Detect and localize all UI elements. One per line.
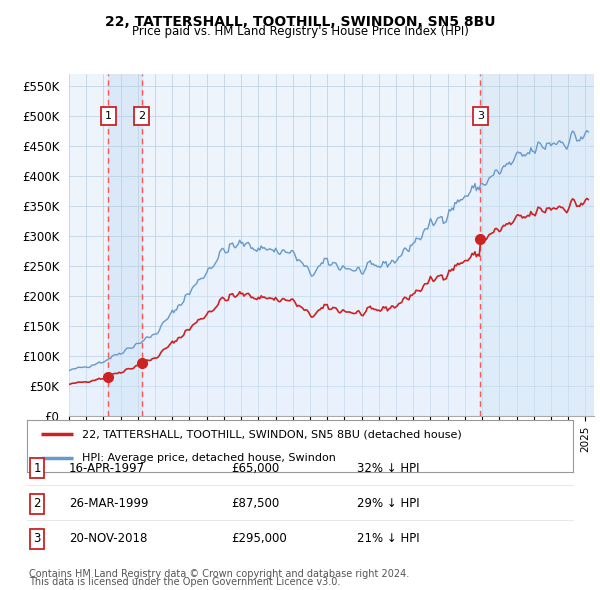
- Text: 2: 2: [138, 111, 145, 121]
- Text: 21% ↓ HPI: 21% ↓ HPI: [357, 532, 419, 546]
- Text: 3: 3: [34, 532, 41, 546]
- Text: 20-NOV-2018: 20-NOV-2018: [69, 532, 148, 546]
- Bar: [109, 74, 142, 416]
- Text: 32% ↓ HPI: 32% ↓ HPI: [357, 461, 419, 475]
- Text: 3: 3: [477, 111, 484, 121]
- Text: This data is licensed under the Open Government Licence v3.0.: This data is licensed under the Open Gov…: [29, 577, 340, 587]
- Text: 26-MAR-1999: 26-MAR-1999: [69, 497, 149, 510]
- Text: £65,000: £65,000: [231, 461, 279, 475]
- Text: 1: 1: [34, 461, 41, 475]
- Text: 16-APR-1997: 16-APR-1997: [69, 461, 145, 475]
- Text: £87,500: £87,500: [231, 497, 279, 510]
- Text: Price paid vs. HM Land Registry's House Price Index (HPI): Price paid vs. HM Land Registry's House …: [131, 25, 469, 38]
- Text: 2: 2: [34, 497, 41, 510]
- Text: HPI: Average price, detached house, Swindon: HPI: Average price, detached house, Swin…: [82, 453, 335, 463]
- Text: 22, TATTERSHALL, TOOTHILL, SWINDON, SN5 8BU (detached house): 22, TATTERSHALL, TOOTHILL, SWINDON, SN5 …: [82, 429, 461, 439]
- Text: 1: 1: [105, 111, 112, 121]
- Text: Contains HM Land Registry data © Crown copyright and database right 2024.: Contains HM Land Registry data © Crown c…: [29, 569, 409, 579]
- Text: 29% ↓ HPI: 29% ↓ HPI: [357, 497, 419, 510]
- Text: £295,000: £295,000: [231, 532, 287, 546]
- Bar: [480, 74, 594, 416]
- Text: 22, TATTERSHALL, TOOTHILL, SWINDON, SN5 8BU: 22, TATTERSHALL, TOOTHILL, SWINDON, SN5 …: [105, 15, 495, 29]
